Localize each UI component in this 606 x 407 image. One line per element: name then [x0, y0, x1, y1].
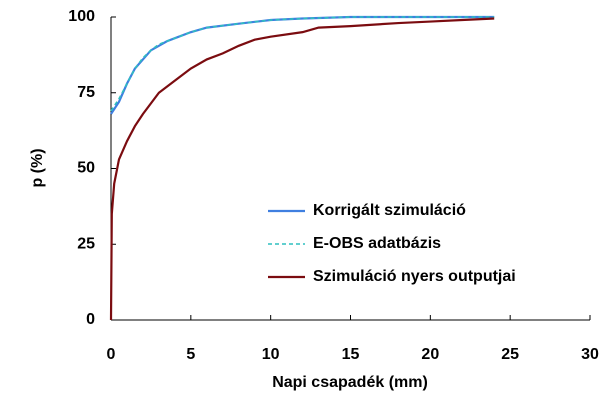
y-tick-label: 0	[86, 311, 95, 328]
series-line	[109, 17, 495, 321]
y-tick-label: 50	[77, 160, 95, 177]
series-line	[110, 16, 495, 112]
y-tick-label: 25	[77, 235, 95, 252]
x-tick-label: 5	[186, 346, 195, 363]
y-tick-label: 75	[77, 84, 95, 101]
x-tick-label: 30	[581, 346, 599, 363]
legend-label: E-OBS adatbázis	[313, 235, 441, 252]
legend-label: Szimuláció nyers outputjai	[313, 268, 516, 285]
x-tick-label: 20	[421, 346, 439, 363]
legend-label: Korrigált szimuláció	[313, 202, 466, 219]
y-tick-label: 100	[68, 8, 95, 25]
x-tick-label: 15	[342, 346, 360, 363]
x-tick-label: 0	[107, 346, 116, 363]
x-tick-label: 10	[262, 346, 280, 363]
y-axis-label: p (%)	[29, 148, 46, 187]
x-axis-label: Napi csapadék (mm)	[272, 374, 428, 391]
x-tick-label: 25	[501, 346, 519, 363]
